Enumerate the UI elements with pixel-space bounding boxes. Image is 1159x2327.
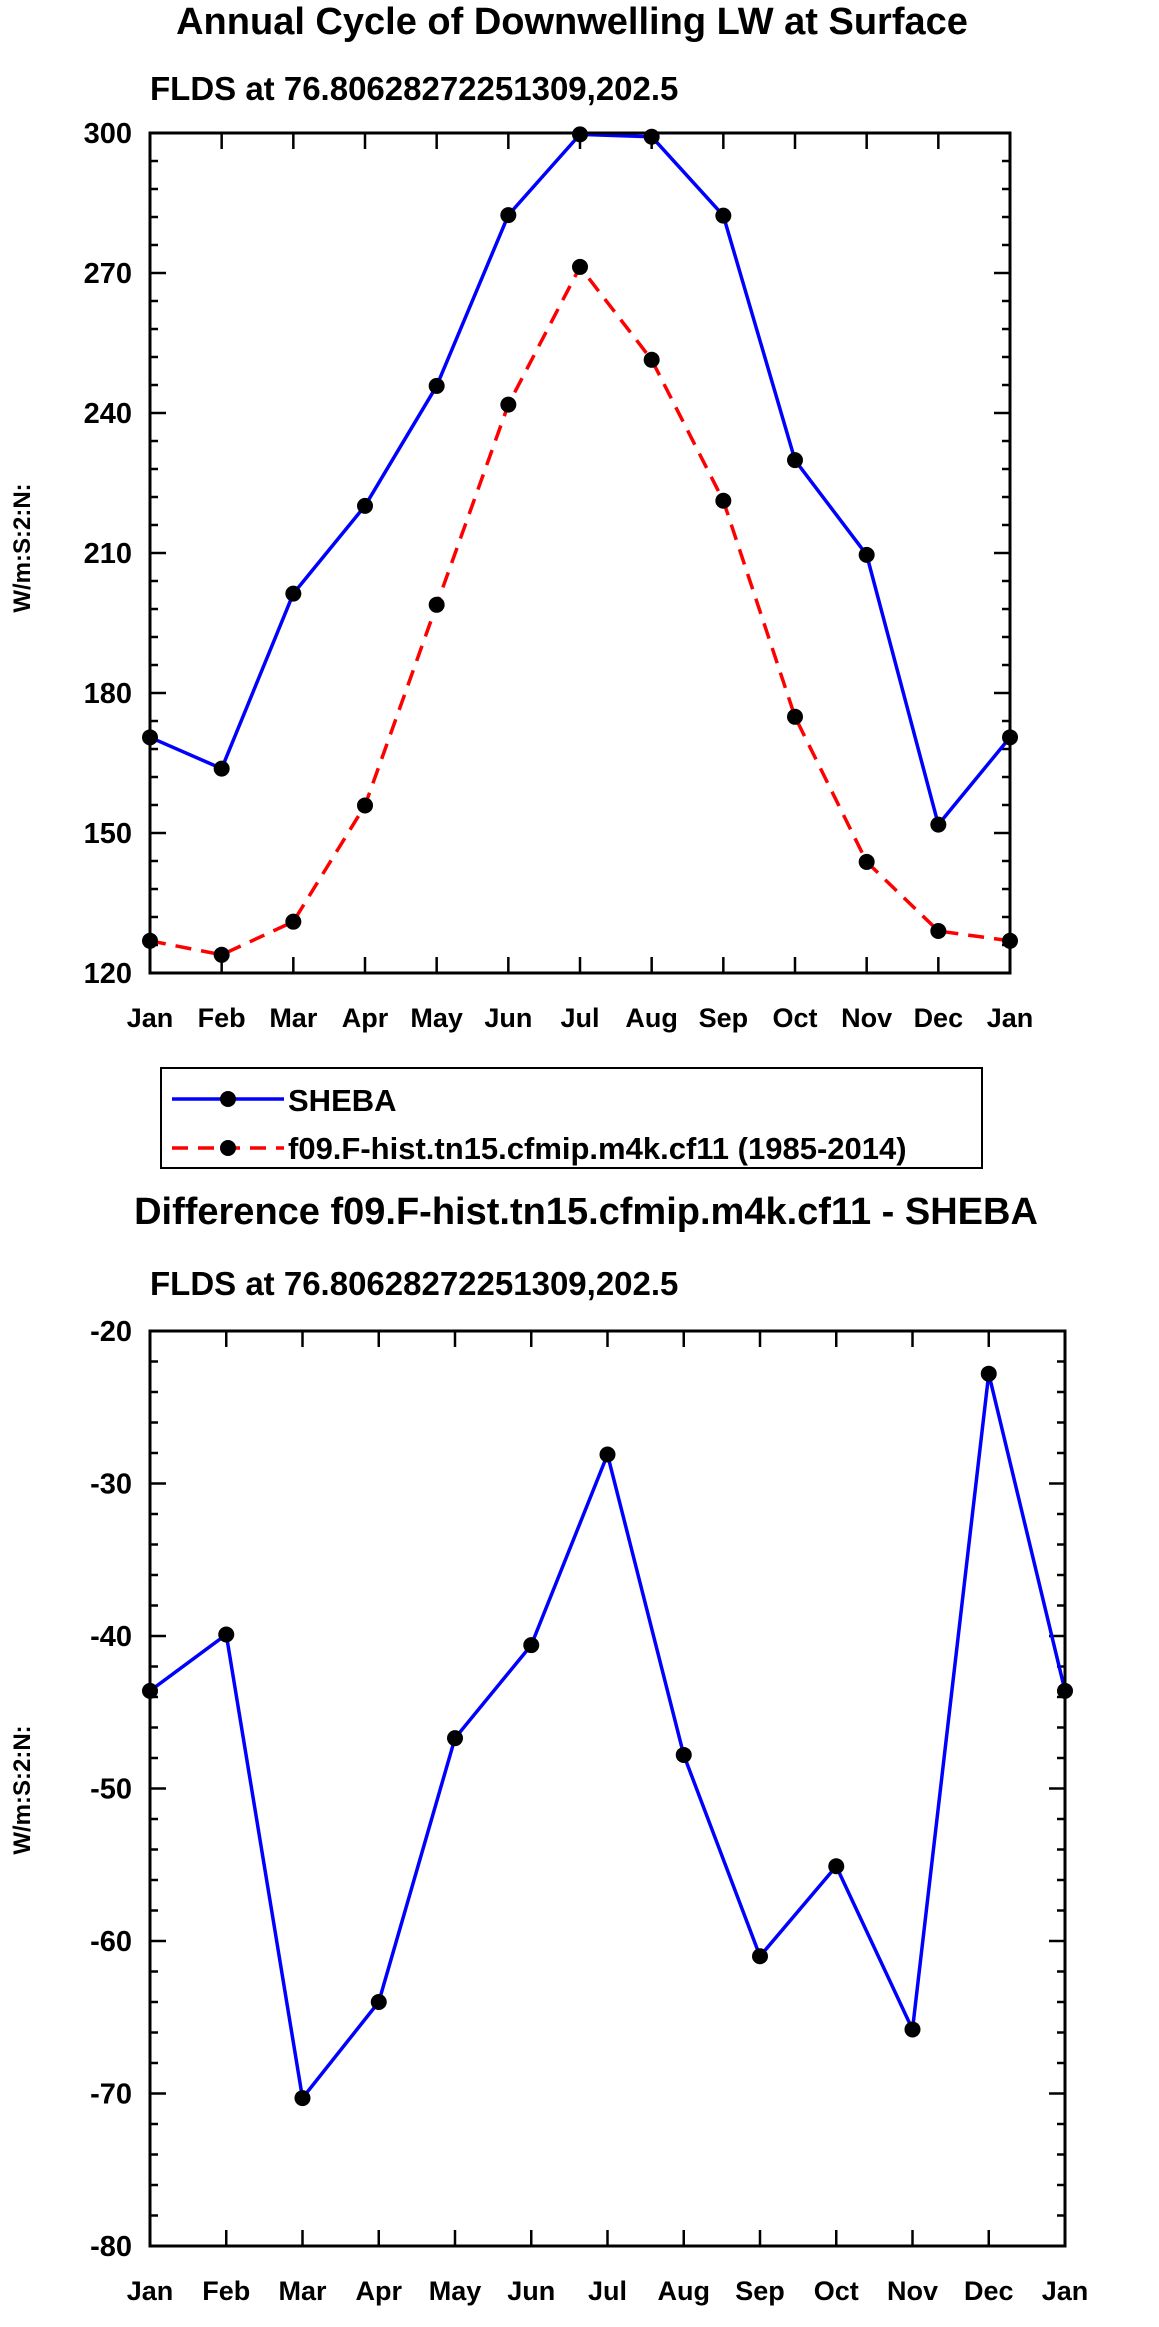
chart1-series-0-point: [858, 546, 875, 563]
chart2-ytick-label: -40: [90, 1621, 132, 1653]
chart1-xtick-label: Apr: [342, 1003, 389, 1033]
chart1-series-1-point: [285, 913, 302, 930]
chart1-series-0-point: [787, 452, 803, 469]
chart2-series-0-point: [523, 1637, 540, 1654]
chart2-series-0-point: [828, 1858, 845, 1875]
chart1-series-1-point: [715, 492, 732, 509]
chart2-plot-frame: [148, 1329, 1067, 2248]
chart2-series-0-point: [370, 1994, 387, 2010]
chart1-series-0-point: [428, 377, 445, 394]
chart1-series-0-point: [715, 207, 732, 224]
legend-model-label: f09.F-hist.tn15.cfmip.m4k.cf11 (1985-201…: [288, 1131, 907, 1166]
chart1-ytick-label: 180: [84, 678, 132, 710]
chart2-ytick-label: -70: [90, 2079, 132, 2111]
chart2-title: Difference f09.F-hist.tn15.cfmip.m4k.cf1…: [134, 1191, 1038, 1233]
chart2-ytick-label: -20: [90, 1316, 132, 1348]
chart1-xtick-label: Nov: [841, 1003, 892, 1033]
chart2-xtick-label: Dec: [964, 2276, 1014, 2306]
chart1-xtick-label: Jan: [127, 1003, 174, 1033]
chart1-xtick-label: Jan: [987, 1003, 1034, 1033]
chart1-y-axis-label: W/m:S:2:N:: [9, 483, 36, 612]
chart1-xtick-label: Jun: [484, 1003, 532, 1033]
chart2-series-0-point: [904, 2021, 921, 2038]
chart1-series-0-point: [500, 207, 517, 224]
chart2-series-0-line: [148, 1371, 1067, 2100]
chart1-ytick-label: 210: [84, 538, 132, 570]
legend: SHEBA f09.F-hist.tn15.cfmip.m4k.cf11 (19…: [160, 1067, 983, 1169]
chart2-xtick-label: Sep: [735, 2276, 785, 2306]
chart1-series-1-point: [930, 923, 947, 939]
chart2-series-0-point: [218, 1626, 235, 1643]
chart1-series-1-point: [500, 396, 517, 413]
chart1-series-0-point: [285, 585, 302, 602]
chart2-subtitle: FLDS at 76.80628272251309,202.5: [150, 1265, 678, 1302]
chart2-xtick-label: Oct: [814, 2276, 859, 2306]
legend-box: [160, 1067, 983, 1169]
chart2-xtick-label: Nov: [887, 2276, 938, 2306]
chart2-xtick-label: Mar: [278, 2276, 327, 2306]
chart2-series-0-point: [294, 2090, 311, 2107]
chart2-xtick-label: Aug: [658, 2276, 710, 2306]
chart1-series-0-point: [643, 128, 660, 145]
chart1-title: Annual Cycle of Downwelling LW at Surfac…: [176, 1, 968, 43]
chart1-plot-frame: [148, 131, 1012, 975]
chart2-xtick-label: Apr: [356, 2276, 403, 2306]
chart1-ytick-label: 150: [84, 818, 132, 850]
chart2-xtick-label: Jul: [588, 2276, 627, 2306]
chart1-xtick-label: May: [410, 1003, 463, 1033]
chart1-series-0-point: [930, 816, 947, 833]
chart2-series-0-point: [980, 1365, 997, 1382]
legend-sheba-marker: [220, 1091, 236, 1107]
chart2-ytick-label: -30: [90, 1469, 132, 1501]
legend-model-marker: [220, 1140, 236, 1156]
chart2-series-0-point: [675, 1746, 692, 1763]
chart2-y-axis-label: W/m:S:2:N:: [9, 1725, 36, 1854]
chart1-xtick-label: Oct: [772, 1003, 817, 1033]
chart1-series-1-point: [213, 946, 230, 963]
chart1-series-1-point: [643, 351, 660, 368]
chart2-xtick-label: Feb: [202, 2276, 250, 2306]
chart2-xtick-label: Jun: [507, 2276, 555, 2306]
chart2-xtick-label: Jan: [127, 2276, 174, 2306]
chart1-xtick-label: Sep: [699, 1003, 749, 1033]
legend-sheba-label: SHEBA: [288, 1083, 397, 1118]
chart2-series-0-point: [599, 1446, 616, 1463]
chart1-xtick-label: Feb: [198, 1003, 246, 1033]
chart2-xtick-label: May: [429, 2276, 482, 2306]
chart1-ytick-label: 120: [84, 958, 132, 990]
chart1-series-0-point: [357, 497, 373, 514]
chart1-series-1-point: [572, 258, 588, 275]
chart1-series-0-line: [149, 132, 1012, 827]
chart1-series-0-point: [213, 760, 230, 777]
annual-cycle-chart: Annual Cycle of Downwelling LW at Surfac…: [9, 1, 1033, 1033]
chart1-series-1-point: [428, 596, 445, 613]
chart2-ytick-label: -60: [90, 1926, 132, 1958]
chart2-ytick-label: -50: [90, 1774, 132, 1806]
chart1-ytick-label: 270: [84, 258, 132, 290]
chart1-xtick-label: Dec: [914, 1003, 964, 1033]
chart2-xtick-label: Jan: [1042, 2276, 1089, 2306]
difference-chart: Difference f09.F-hist.tn15.cfmip.m4k.cf1…: [9, 1191, 1088, 2306]
chart1-xtick-label: Jul: [560, 1003, 599, 1033]
chart2-series-0-point: [752, 1948, 768, 1965]
chart1-ytick-label: 300: [84, 118, 132, 150]
chart1-series-1-point: [787, 708, 803, 725]
chart1-xtick-label: Mar: [269, 1003, 318, 1033]
chart2-series-0-point: [447, 1730, 463, 1747]
chart1-xtick-label: Aug: [625, 1003, 677, 1033]
chart1-ytick-label: 240: [84, 398, 132, 430]
chart2-ytick-label: -80: [90, 2231, 132, 2263]
chart1-series-1-point: [858, 853, 875, 870]
chart1-series-1-point: [357, 797, 373, 814]
chart1-subtitle: FLDS at 76.80628272251309,202.5: [150, 70, 678, 107]
